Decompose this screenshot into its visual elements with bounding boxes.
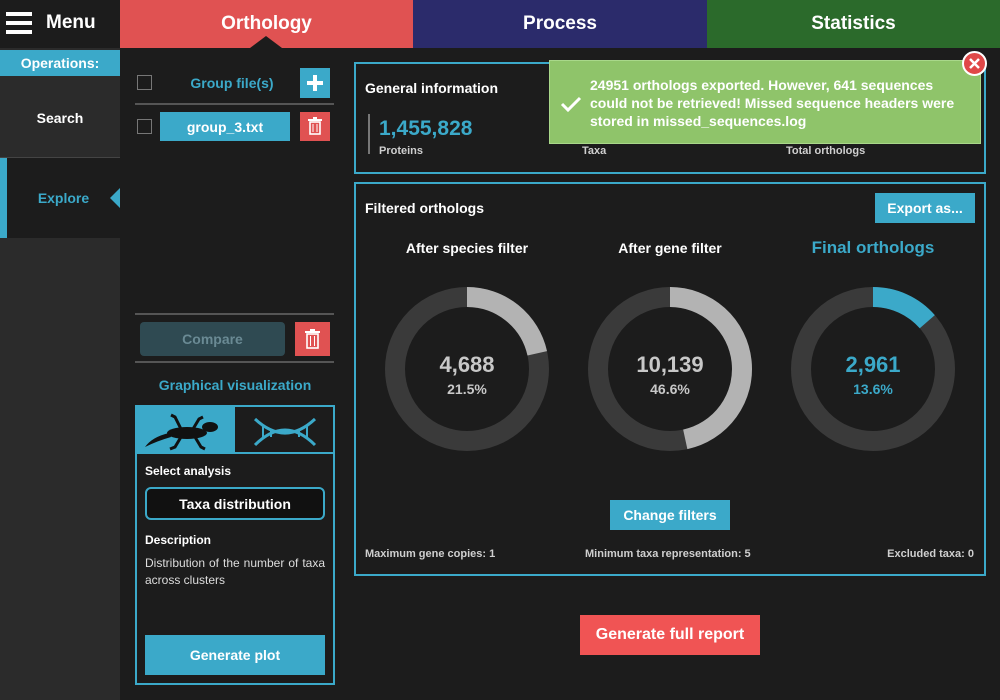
change-filters-button[interactable]: Change filters	[610, 500, 730, 530]
sidebar-item[interactable]: Search	[0, 80, 120, 156]
donut-percent: 21.5%	[447, 381, 487, 397]
donut-count: 10,139	[636, 352, 704, 377]
filter-setting: Excluded taxa: 0	[887, 548, 974, 560]
donut	[791, 287, 955, 451]
donut-title: After species filter	[405, 240, 529, 256]
hamburger-icon	[6, 12, 32, 34]
description: Distribution of the number of taxa acros…	[145, 556, 325, 587]
tab[interactable]: Process	[413, 0, 707, 48]
sidebar-item[interactable]: Explore	[0, 158, 120, 238]
donut-count: 2,961	[845, 352, 901, 377]
generate-plot-button[interactable]: Generate plot	[145, 635, 325, 675]
donut-percent: 13.6%	[853, 381, 893, 397]
donut	[385, 287, 549, 451]
stat-label: Proteins	[379, 145, 424, 157]
donut-arc	[872, 287, 935, 329]
sidebar-heading: Operations:	[0, 50, 120, 76]
visualization-panel	[135, 405, 335, 685]
divider	[135, 361, 334, 363]
divider	[135, 313, 334, 315]
filtered-panel	[354, 182, 986, 576]
donut-arc	[669, 287, 752, 450]
species-tab[interactable]	[137, 407, 235, 454]
donut-count: 4,688	[439, 352, 495, 377]
general-title: General information	[365, 80, 499, 96]
filter-setting: Minimum taxa representation: 5	[585, 548, 751, 560]
gene-tab[interactable]	[235, 407, 333, 454]
report-button[interactable]: Generate full report	[580, 615, 760, 655]
check-icon	[560, 96, 582, 113]
notification: 24951 orthologs exported. However, 641 s…	[549, 60, 981, 144]
menu-label: Menu	[46, 12, 96, 33]
filter-setting: Maximum gene copies: 1	[365, 548, 496, 560]
delete-button[interactable]	[295, 322, 330, 356]
file-item[interactable]: group_3.txt	[160, 112, 290, 141]
divider	[135, 103, 334, 105]
visualization-title: Graphical visualization	[158, 377, 312, 393]
stat-divider	[368, 114, 370, 154]
notification-text: 24951 orthologs exported. However, 641 s…	[590, 77, 955, 129]
analysis-select[interactable]: Taxa distribution	[145, 487, 325, 520]
checkbox[interactable]	[137, 119, 152, 134]
active-pointer	[110, 188, 120, 208]
donut-percent: 46.6%	[650, 381, 690, 397]
close-button[interactable]	[962, 51, 987, 76]
select-label: Select analysis	[145, 464, 232, 478]
donut-title: Final orthologs	[811, 238, 935, 257]
delete-button[interactable]	[300, 112, 330, 141]
tab-pointer	[250, 36, 282, 48]
export-button[interactable]: Export as...	[875, 193, 975, 223]
donut-arc	[466, 287, 548, 356]
filtered-title: Filtered orthologs	[365, 200, 484, 216]
add-button[interactable]	[300, 68, 330, 98]
stat-label: Total orthologs	[786, 145, 866, 157]
files-header: Group file(s)	[190, 75, 274, 91]
compare-button[interactable]: Compare	[140, 322, 285, 356]
stat-value: 1,455,828	[379, 117, 473, 140]
menu-bar[interactable]: Menu	[0, 0, 120, 48]
stat-label: Taxa	[582, 145, 607, 157]
donut	[588, 287, 752, 451]
description-label: Description	[145, 533, 212, 547]
tab[interactable]: Statistics	[707, 0, 1000, 48]
donut-title: After gene filter	[618, 240, 722, 256]
sidebar	[0, 48, 120, 700]
checkbox[interactable]	[137, 75, 152, 90]
divider	[0, 157, 120, 158]
